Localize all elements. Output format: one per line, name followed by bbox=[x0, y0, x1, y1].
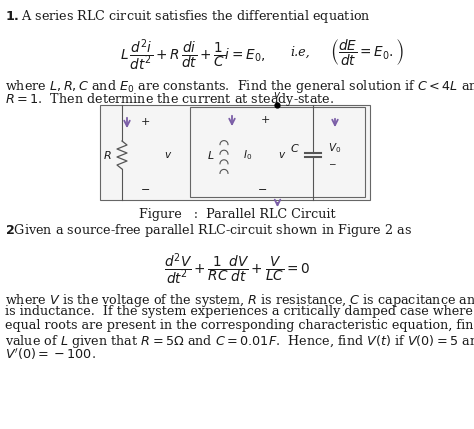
Text: $R=1$.  Then determine the current at steady-state.: $R=1$. Then determine the current at ste… bbox=[5, 91, 334, 108]
Text: $R$: $R$ bbox=[103, 149, 111, 161]
Text: $-$: $-$ bbox=[140, 183, 150, 193]
Text: $C$: $C$ bbox=[290, 142, 300, 154]
Text: Figure   :  Parallel RLC Circuit: Figure : Parallel RLC Circuit bbox=[139, 208, 335, 221]
Text: $V_0$: $V_0$ bbox=[328, 141, 341, 155]
Text: $\mathbf{1.}$A series RLC circuit satisfies the differential equation: $\mathbf{1.}$A series RLC circuit satisf… bbox=[5, 8, 371, 25]
Text: value of $L$ given that $R = 5\Omega$ and $C = 0.01F$.  Hence, find $V(t)$ if $V: value of $L$ given that $R = 5\Omega$ an… bbox=[5, 332, 474, 350]
Text: $-$: $-$ bbox=[328, 158, 337, 167]
Text: where $V$ is the voltage of the system, $R$ is resistance, $C$ is capacitance an: where $V$ is the voltage of the system, … bbox=[5, 292, 474, 309]
Text: where $L,R,C$ and $E_0$ are constants.  Find the general solution if $C < 4L$ an: where $L,R,C$ and $E_0$ are constants. F… bbox=[5, 78, 474, 95]
Text: $V^{\prime}(0) = -100$.: $V^{\prime}(0) = -100$. bbox=[5, 346, 96, 362]
Bar bbox=[190, 107, 365, 197]
Text: equal roots are present in the corresponding characteristic equation, find the: equal roots are present in the correspon… bbox=[5, 319, 474, 332]
Bar bbox=[100, 105, 370, 200]
Text: $v$: $v$ bbox=[278, 150, 286, 160]
Text: i.e,: i.e, bbox=[290, 46, 310, 59]
Text: $v$: $v$ bbox=[273, 90, 282, 100]
Text: $\left(\dfrac{dE}{dt} = E_0.\right)$: $\left(\dfrac{dE}{dt} = E_0.\right)$ bbox=[330, 38, 404, 68]
Text: $-$: $-$ bbox=[257, 183, 267, 193]
Text: $\mathbf{2}$Given a source-free parallel RLC-circuit shown in Figure 2 as: $\mathbf{2}$Given a source-free parallel… bbox=[5, 222, 412, 239]
Text: +: + bbox=[140, 117, 150, 127]
Text: $v$: $v$ bbox=[164, 150, 172, 160]
Text: $I_0$: $I_0$ bbox=[243, 148, 252, 162]
Text: $L\,\dfrac{d^{2}i}{dt^{2}} + R\,\dfrac{di}{dt} + \dfrac{1}{C}i = E_0,$: $L\,\dfrac{d^{2}i}{dt^{2}} + R\,\dfrac{d… bbox=[120, 38, 265, 73]
Text: is inductance.  If the system experiences a critically damped case where only: is inductance. If the system experiences… bbox=[5, 305, 474, 318]
Text: $L$: $L$ bbox=[207, 149, 215, 161]
Text: $\dfrac{d^{2}V}{dt^{2}} + \dfrac{1}{RC}\dfrac{dV}{dt} + \dfrac{V}{LC} = 0$: $\dfrac{d^{2}V}{dt^{2}} + \dfrac{1}{RC}\… bbox=[164, 252, 310, 287]
Text: +: + bbox=[260, 115, 270, 125]
